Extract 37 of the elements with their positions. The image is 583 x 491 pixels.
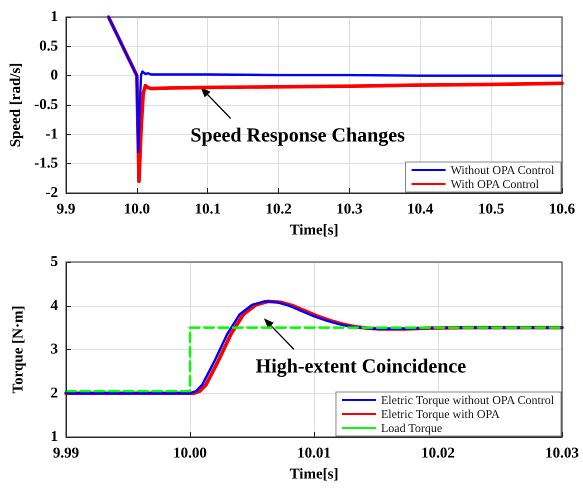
legend-label: Eletric Torque without OPA Control	[380, 393, 555, 407]
legend-label: Load Torque	[380, 421, 442, 435]
legend-label: Eletric Torque with OPA	[380, 407, 500, 421]
x-tick-label: 9.99	[52, 446, 80, 462]
x-tick-label: 10.0	[124, 202, 150, 218]
y-tick-label: 1	[50, 429, 58, 445]
y-tick-label: -1.5	[34, 156, 58, 172]
y-axis-title: Speed [rad/s]	[8, 62, 24, 148]
x-tick-label: 10.00	[173, 446, 207, 462]
y-tick-label: 1	[50, 9, 58, 25]
y-tick-label: -2	[46, 185, 58, 201]
y-tick-label: 0	[50, 68, 58, 84]
y-tick-label: 0.5	[39, 38, 58, 54]
x-tick-label: 10.4	[407, 202, 434, 218]
x-tick-label: 9.9	[56, 202, 76, 218]
x-tick-label: 10.03	[545, 446, 579, 462]
y-tick-label: 3	[50, 342, 58, 358]
annotation: Speed Response Changes	[190, 124, 406, 146]
annotation: High-extent Coincidence	[256, 355, 466, 378]
x-tick-label: 10.2	[265, 202, 292, 218]
x-tick-label: 10.02	[421, 446, 455, 462]
x-tick-label: 10.3	[336, 202, 363, 218]
x-axis-title: Time[s]	[290, 466, 338, 482]
x-tick-label: 10.01	[297, 446, 331, 462]
x-tick-label: 10.1	[194, 202, 221, 218]
line-series	[107, 16, 564, 154]
y-tick-label: -1	[46, 126, 58, 142]
y-tick-label: 2	[50, 385, 58, 402]
x-axis-title: Time[s]	[290, 222, 338, 238]
x-tick-label: 10.5	[478, 202, 504, 218]
legend-label: With OPA Control	[450, 177, 540, 191]
y-tick-label: -0.5	[34, 97, 58, 113]
y-tick-label: 4	[50, 298, 58, 314]
y-axis-title: Torque [N·m]	[10, 306, 26, 394]
y-tick-label: 5	[50, 254, 58, 270]
legend-label: Without OPA Control	[450, 163, 556, 177]
x-tick-label: 10.6	[548, 202, 576, 218]
